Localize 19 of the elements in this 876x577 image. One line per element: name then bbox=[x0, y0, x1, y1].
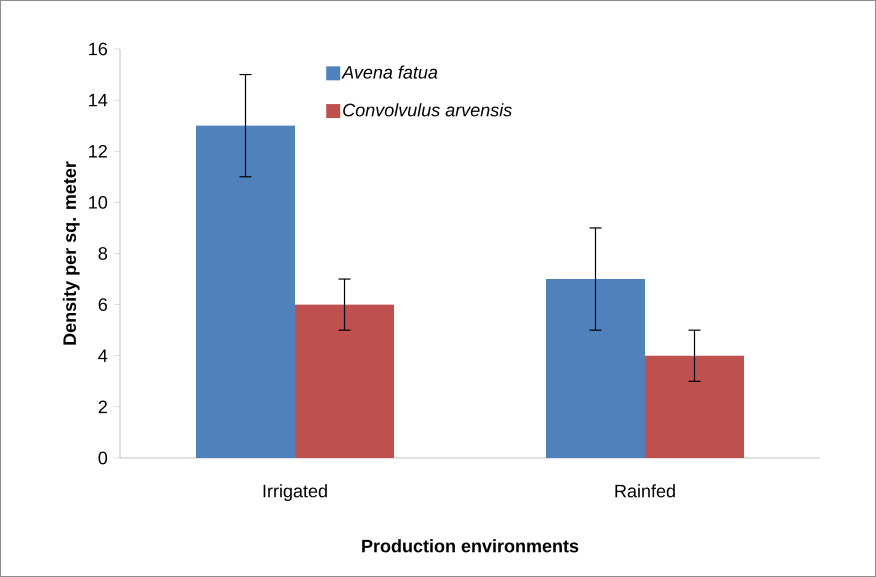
y-tick-label: 4 bbox=[98, 350, 108, 362]
y-tick-label: 14 bbox=[89, 94, 108, 106]
x-axis-title: Production environments bbox=[362, 539, 578, 552]
y-tick-label: 2 bbox=[98, 400, 107, 414]
legend-label: Convolvulus arvensis bbox=[343, 103, 512, 116]
y-tick-label: 12 bbox=[89, 144, 107, 158]
y-tick-label: 8 bbox=[98, 247, 108, 260]
bar bbox=[196, 126, 296, 458]
x-tick-label: Irrigated bbox=[264, 484, 327, 501]
y-tick-label: 6 bbox=[98, 298, 108, 311]
y-tick-label: 0 bbox=[98, 452, 108, 464]
bar bbox=[546, 279, 645, 458]
y-tick-label: 16 bbox=[89, 42, 108, 56]
bar bbox=[645, 356, 744, 458]
legend-label: Avena fatua bbox=[341, 65, 438, 79]
bar bbox=[295, 304, 394, 458]
y-tick-label: 10 bbox=[89, 196, 108, 209]
x-tick-label: Rainfed bbox=[615, 484, 675, 498]
y-axis-title: Density per sq. meter bbox=[62, 161, 80, 345]
